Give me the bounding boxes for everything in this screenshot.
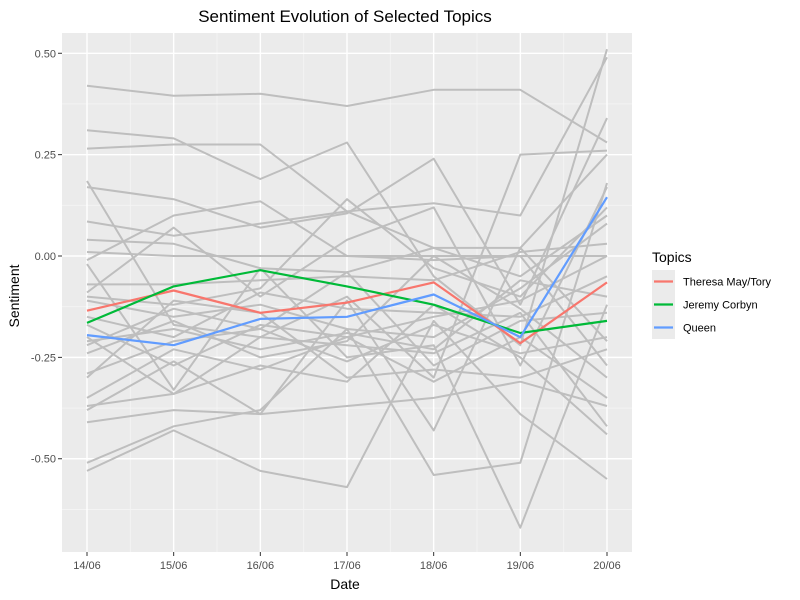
y-tick-label: 0.00 — [35, 251, 56, 263]
background-series-line — [86, 319, 608, 489]
series-line — [86, 269, 608, 335]
background-series-line — [86, 246, 608, 432]
chart-title: Sentiment Evolution of Selected Topics — [198, 7, 492, 26]
y-tick-label: 0.50 — [35, 48, 56, 60]
series-line — [86, 196, 608, 347]
legend-items: Theresa May/Tory Jeremy Corbyn Queen — [652, 270, 772, 339]
x-tick-label: 15/06 — [160, 560, 188, 572]
background-series-line — [86, 117, 608, 306]
y-axis-ticks: -0.50 -0.25 0.00 0.25 0.50 — [31, 48, 62, 466]
y-tick-label: -0.50 — [31, 454, 56, 466]
legend-title: Topics — [652, 249, 692, 265]
background-series-line — [86, 303, 608, 436]
legend-label: Queen — [683, 323, 716, 335]
legend-label: Jeremy Corbyn — [683, 300, 758, 312]
legend-item: Queen — [652, 316, 716, 339]
x-tick-label: 18/06 — [420, 560, 448, 572]
background-series-line — [86, 299, 608, 379]
background-series-line — [86, 279, 608, 351]
background-series-line — [86, 149, 608, 379]
highlight-series-group — [86, 196, 608, 347]
background-series-line — [86, 380, 608, 424]
background-series-line — [86, 307, 608, 363]
background-series-line — [87, 242, 608, 286]
background-series-line — [86, 186, 608, 367]
x-tick-label: 20/06 — [593, 560, 621, 572]
background-series-line — [86, 200, 608, 367]
background-series-line — [86, 84, 608, 144]
legend-item: Jeremy Corbyn — [652, 293, 758, 316]
background-series-line — [86, 275, 608, 339]
x-tick-label: 14/06 — [73, 560, 101, 572]
x-axis-title: Date — [330, 576, 360, 592]
y-axis-title: Sentiment — [6, 264, 22, 327]
x-axis-ticks: 14/06 15/06 16/06 17/06 18/06 19/06 20/06 — [73, 552, 621, 572]
y-tick-label: 0.25 — [35, 150, 56, 162]
x-tick-label: 19/06 — [507, 560, 535, 572]
background-series-line — [86, 255, 608, 379]
background-series-line — [86, 210, 608, 278]
background-series-line — [86, 198, 608, 306]
background-series-line — [86, 263, 608, 529]
legend: Topics Theresa May/Tory Jeremy Corbyn Quee… — [652, 249, 772, 339]
background-series-line — [86, 271, 608, 375]
y-tick-label: -0.25 — [31, 352, 56, 364]
background-series-line — [86, 48, 608, 347]
x-tick-label: 16/06 — [247, 560, 275, 572]
legend-label: Theresa May/Tory — [683, 277, 772, 289]
background-series-line — [86, 182, 608, 476]
x-tick-label: 17/06 — [333, 560, 361, 572]
series-line — [86, 281, 608, 345]
legend-item: Theresa May/Tory — [652, 270, 772, 293]
